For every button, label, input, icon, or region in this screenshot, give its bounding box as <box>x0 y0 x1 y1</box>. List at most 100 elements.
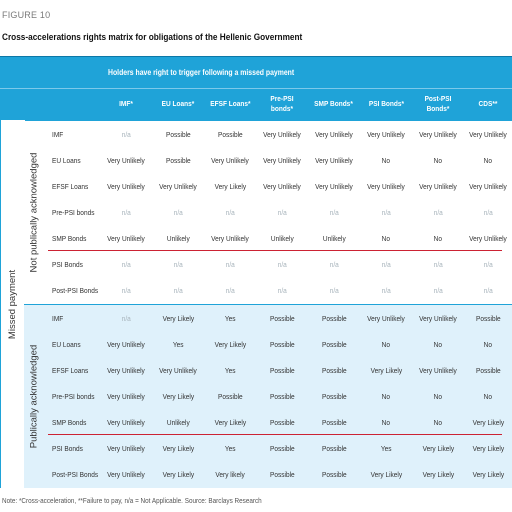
table-cell: Very Unlikely <box>263 130 301 139</box>
table-cell: n/a <box>483 286 493 295</box>
table-cell: Very Likely <box>422 444 454 453</box>
table-cell: n/a <box>329 208 339 217</box>
column-header-text: SMP Bonds* <box>314 99 354 108</box>
table-cell: n/a <box>121 130 131 139</box>
row-label: PSI Bonds <box>52 260 83 269</box>
table-cell: Very Unlikely <box>419 366 457 375</box>
table-cell: Very Unlikely <box>107 470 145 479</box>
table-cell: n/a <box>173 208 183 217</box>
table-cell: n/a <box>277 260 287 269</box>
column-header-text: IMF* <box>119 99 133 108</box>
table-cell: Very Unlikely <box>107 392 145 401</box>
table-cell: n/a <box>121 314 131 323</box>
table-row: SMP Bonds Very Unlikely Unlikely Very Likel… <box>48 410 512 436</box>
table-cell: Very Unlikely <box>107 340 145 349</box>
table-row: PSI Bonds Very Unlikely Very Likely Yes Poss… <box>48 436 512 462</box>
table-cell: n/a <box>121 260 131 269</box>
row-label: EU Loans <box>52 340 81 349</box>
table-cell: Very Likely <box>422 470 454 479</box>
row-label: Post-PSI Bonds <box>52 286 99 295</box>
table-row: Pre-PSI bonds Very Unlikely Very Likely Pos… <box>48 384 512 410</box>
row-label: IMF <box>52 314 64 323</box>
row-label: EU Loans <box>52 156 81 165</box>
row-label: EFSF Loans <box>52 366 89 375</box>
table-cell: No <box>381 234 391 243</box>
table-row: EFSF Loans Very Unlikely Very Unlikely Yes P… <box>48 358 512 384</box>
table-cell: Possible <box>321 444 347 453</box>
table-row: IMF n/a Very Likely Yes Possible Possible Very… <box>48 306 512 332</box>
table-cell: No <box>433 392 443 401</box>
column-header: SMP Bonds* <box>308 88 360 120</box>
table-row: EFSF Loans Very Unlikely Very Unlikely Very… <box>48 174 512 200</box>
footnote: Note: *Cross-acceleration, **Failure to … <box>2 496 262 505</box>
table-cell: Very Likely <box>214 418 246 427</box>
row-label: Pre-PSI bonds <box>52 392 95 401</box>
public-group-side <box>24 304 48 488</box>
table-cell: Possible <box>269 314 295 323</box>
table-cell: Possible <box>321 366 347 375</box>
row-label: Pre-PSI bonds <box>52 208 95 217</box>
table-cell: Very Unlikely <box>315 182 353 191</box>
table-cell: No <box>433 156 443 165</box>
table-cell: Very Unlikely <box>107 418 145 427</box>
table-cell: Possible <box>269 418 295 427</box>
column-header: EU Loans* <box>152 88 204 120</box>
table-row: EU Loans Very Unlikely Yes Very Likely Possi… <box>48 332 512 358</box>
table-cell: No <box>483 340 493 349</box>
table-cell: Possible <box>269 392 295 401</box>
table-cell: Very Unlikely <box>107 156 145 165</box>
table-row: IMF n/a Possible Possible Very Unlikely Very … <box>48 122 512 148</box>
table-cell: n/a <box>433 260 443 269</box>
column-header-text: Pre-PSI bonds* <box>270 94 294 113</box>
column-header-row <box>0 88 512 121</box>
column-header-text: EFSF Loans* <box>209 99 251 108</box>
table-cell: Very Likely <box>472 418 504 427</box>
table-cell: Yes <box>224 444 236 453</box>
column-header: CDS** <box>462 88 512 120</box>
table-cell: Very Unlikely <box>469 182 507 191</box>
table-cell: Possible <box>321 340 347 349</box>
table-cell: n/a <box>433 208 443 217</box>
table-cell: n/a <box>381 260 391 269</box>
header-banner: Holders have right to trigger following … <box>0 56 512 89</box>
table-cell: Very Unlikely <box>107 444 145 453</box>
table-cell: No <box>433 340 443 349</box>
table-cell: Very Unlikely <box>419 314 457 323</box>
column-header: Pre-PSI bonds* <box>256 88 308 120</box>
column-header-text: PSI Bonds* <box>368 99 404 108</box>
red-rule <box>48 250 502 251</box>
column-header: IMF* <box>100 88 152 120</box>
public-section-background <box>48 304 512 488</box>
table-cell: n/a <box>381 286 391 295</box>
table-cell: Very Unlikely <box>159 182 197 191</box>
group-label-not-public: Not publically acknowledged <box>28 152 40 272</box>
table-cell: n/a <box>173 260 183 269</box>
table-cell: n/a <box>277 208 287 217</box>
table-cell: n/a <box>121 208 131 217</box>
table-cell: Very Unlikely <box>419 182 457 191</box>
table-cell: Unlikely <box>270 234 294 243</box>
table-cell: Unlikely <box>166 234 190 243</box>
table-cell: Very Unlikely <box>315 156 353 165</box>
table-cell: Very Unlikely <box>211 156 249 165</box>
table-cell: n/a <box>225 260 235 269</box>
row-label: SMP Bonds <box>52 418 87 427</box>
table-cell: No <box>433 234 443 243</box>
row-label: EFSF Loans <box>52 182 89 191</box>
row-label: PSI Bonds <box>52 444 83 453</box>
table-cell: No <box>381 392 391 401</box>
table-cell: Possible <box>269 444 295 453</box>
table-cell: Possible <box>321 418 347 427</box>
table-row: PSI Bonds n/a n/a n/a n/a n/a n/a n/a n/a <box>48 252 512 278</box>
table-cell: Possible <box>217 130 243 139</box>
table-cell: Very Unlikely <box>367 182 405 191</box>
column-header: EFSF Loans* <box>204 88 256 120</box>
table-cell: Very Likely <box>162 392 194 401</box>
table-cell: Possible <box>321 392 347 401</box>
figure-title: Cross-accelerations rights matrix for ob… <box>2 32 303 43</box>
table-row: SMP Bonds Very Unlikely Unlikely Very Unlik… <box>48 226 512 252</box>
column-header-text: CDS** <box>478 99 498 108</box>
table-cell: n/a <box>277 286 287 295</box>
figure-label: FIGURE 10 <box>2 10 51 20</box>
table-cell: n/a <box>173 286 183 295</box>
